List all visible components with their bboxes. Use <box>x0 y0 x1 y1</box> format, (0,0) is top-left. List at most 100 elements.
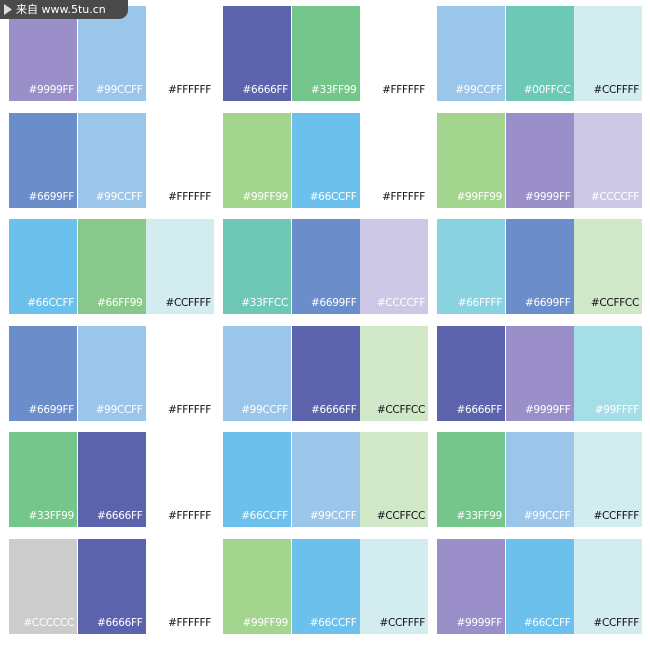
color-swatch: #66FF99 <box>77 219 146 314</box>
hex-label: #33FF99 <box>456 510 503 522</box>
color-swatch: #99FF99 <box>223 112 291 208</box>
hex-label: #99CCFF <box>95 84 143 96</box>
hex-label: #66FFFF <box>457 297 503 309</box>
hex-label: #33FFCC <box>241 297 288 309</box>
hex-label: #33FF99 <box>311 84 357 96</box>
hex-label: #6699FF <box>525 297 571 309</box>
color-swatch: #FFFFFF <box>146 112 214 208</box>
hex-label: #6666FF <box>311 403 357 416</box>
hex-label: #99CCFF <box>95 403 143 416</box>
hex-label: #9999FF <box>28 84 75 96</box>
hex-label: #CCCCCC <box>23 616 74 629</box>
hex-label: #CCCCFF <box>376 297 425 309</box>
color-swatch: #99CCFF <box>505 432 574 527</box>
hex-label: #9999FF <box>525 403 571 416</box>
hex-label: #CCFFCC <box>376 403 425 416</box>
color-swatch: #CCFFCC <box>360 432 428 527</box>
color-swatch: #6666FF <box>437 325 505 421</box>
hex-label: #66CCFF <box>309 616 357 629</box>
hex-label: #6666FF <box>97 510 143 522</box>
hex-label: #6666FF <box>242 84 289 96</box>
color-swatch: #CCCCFF <box>360 219 428 314</box>
color-swatch: #CCFFFF <box>146 219 214 314</box>
hex-label: #CCFFCC <box>590 297 639 309</box>
hex-label: #66CCFF <box>309 190 357 203</box>
color-swatch: #33FF99 <box>9 432 77 527</box>
hex-label: #6699FF <box>28 190 75 203</box>
color-swatch: #33FF99 <box>291 6 360 101</box>
color-swatch: #FFFFFF <box>146 325 214 421</box>
hex-label: #99FF99 <box>242 190 289 203</box>
color-swatch: #6666FF <box>77 538 146 634</box>
hex-label: #6699FF <box>28 403 75 416</box>
color-swatch: #FFFFFF <box>360 6 428 101</box>
color-swatch: #99CCFF <box>77 6 146 101</box>
hex-label: #99FFFF <box>594 403 640 416</box>
hex-label: #99CCFF <box>523 510 571 522</box>
hex-label: #99CCFF <box>309 510 357 522</box>
color-swatch: #9999FF <box>437 538 505 634</box>
hex-label: #FFFFFF <box>382 84 425 96</box>
color-swatch: #66CCFF <box>223 432 291 527</box>
hex-label: #66FF99 <box>97 297 143 309</box>
color-swatch: #00FFCC <box>505 6 574 101</box>
color-swatch: #CCFFFF <box>574 432 642 527</box>
color-swatch: #99CCFF <box>223 325 291 421</box>
color-swatch: #CCFFCC <box>574 219 642 314</box>
hex-label: #CCFFFF <box>593 616 639 629</box>
color-swatch: #CCFFFF <box>360 538 428 634</box>
hex-label: #FFFFFF <box>168 84 211 96</box>
hex-label: #6666FF <box>97 616 143 629</box>
hex-label: #9999FF <box>525 190 571 203</box>
hex-label: #33FF99 <box>28 510 75 522</box>
color-swatch: #99CCFF <box>437 6 505 101</box>
color-swatch: #99FF99 <box>223 538 291 634</box>
color-swatch: #66FFFF <box>437 219 505 314</box>
color-swatch: #CCFFCC <box>360 325 428 421</box>
hex-label: #FFFFFF <box>168 190 211 203</box>
hex-label: #CCFFFF <box>593 84 639 96</box>
color-swatch: #6699FF <box>505 219 574 314</box>
hex-label: #00FFCC <box>523 84 571 96</box>
color-swatch: #6666FF <box>291 325 360 421</box>
hex-label: #CCFFCC <box>376 510 425 522</box>
color-swatch: #99FF99 <box>437 112 505 208</box>
color-swatch: #33FFCC <box>223 219 291 314</box>
color-swatch: #FFFFFF <box>146 538 214 634</box>
hex-label: #FFFFFF <box>168 616 211 629</box>
color-swatch: #FFFFFF <box>146 6 214 101</box>
color-swatch: #CCFFFF <box>574 538 642 634</box>
hex-label: #FFFFFF <box>382 190 425 203</box>
color-swatch: #CCCCFF <box>574 112 642 208</box>
hex-label: #99CCFF <box>455 84 502 96</box>
hex-label: #FFFFFF <box>168 403 211 416</box>
color-swatch: #CCCCCC <box>9 538 77 634</box>
hex-label: #CCFFFF <box>165 297 211 309</box>
color-swatch: #6666FF <box>77 432 146 527</box>
hex-label: #99FF99 <box>456 190 503 203</box>
color-swatch: #66CCFF <box>291 538 360 634</box>
watermark-icon <box>4 4 12 15</box>
color-swatch: #66CCFF <box>9 219 77 314</box>
color-swatch: #CCFFFF <box>574 6 642 101</box>
hex-label: #CCFFFF <box>379 616 425 629</box>
hex-label: #CCFFFF <box>593 510 639 522</box>
hex-label: #FFFFFF <box>168 510 211 522</box>
hex-label: #66CCFF <box>27 297 74 309</box>
hex-label: #99CCFF <box>95 190 143 203</box>
hex-label: #99CCFF <box>241 403 288 416</box>
hex-label: #CCCCFF <box>590 190 639 203</box>
color-swatch: #6699FF <box>9 112 77 208</box>
color-swatch: #66CCFF <box>505 538 574 634</box>
watermark: 来自 www.5tu.cn <box>0 0 128 19</box>
color-swatch: #6666FF <box>223 6 291 101</box>
hex-label: #6666FF <box>456 403 503 416</box>
color-swatch: #9999FF <box>505 325 574 421</box>
color-swatch: #33FF99 <box>437 432 505 527</box>
color-swatch: #99CCFF <box>77 325 146 421</box>
hex-label: #66CCFF <box>523 616 571 629</box>
color-swatch: #99FFFF <box>574 325 642 421</box>
color-swatch: #6699FF <box>291 219 360 314</box>
hex-label: #9999FF <box>456 616 503 629</box>
